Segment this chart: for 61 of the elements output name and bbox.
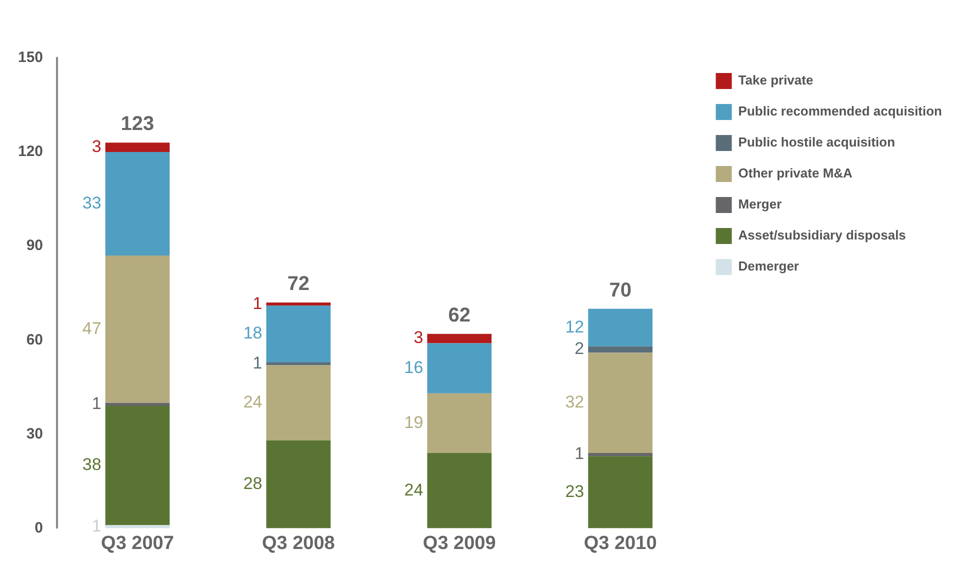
data-label: 1 bbox=[574, 444, 584, 464]
bar bbox=[588, 346, 653, 353]
x-tick-label: Q3 2009 bbox=[422, 532, 496, 554]
legend-label: Public hostile acquisition bbox=[738, 134, 896, 150]
data-label: 24 bbox=[243, 392, 262, 412]
bar bbox=[266, 365, 331, 440]
data-label: 18 bbox=[243, 324, 262, 343]
data-label: 2 bbox=[574, 339, 584, 358]
data-label: 33 bbox=[82, 193, 102, 212]
bar bbox=[266, 362, 331, 366]
bar bbox=[588, 308, 653, 346]
data-label: 19 bbox=[404, 412, 424, 432]
y-tick-label: 30 bbox=[26, 425, 44, 442]
legend-label: Merger bbox=[738, 196, 782, 212]
data-label: 1 bbox=[252, 353, 262, 372]
legend-label: Asset/subsidiary disposals bbox=[738, 228, 906, 243]
x-tick-label: Q3 2007 bbox=[101, 532, 174, 554]
bar bbox=[427, 452, 492, 528]
data-label: 23 bbox=[565, 482, 584, 501]
bar bbox=[105, 402, 170, 406]
bar bbox=[427, 343, 492, 394]
y-tick-label: 0 bbox=[34, 519, 44, 536]
data-label: 32 bbox=[565, 392, 584, 412]
data-label: 12 bbox=[565, 317, 584, 336]
bar bbox=[105, 255, 170, 403]
data-label: 1 bbox=[252, 294, 262, 313]
bar bbox=[588, 352, 653, 453]
y-tick-label: 60 bbox=[26, 331, 44, 348]
bar bbox=[427, 393, 492, 453]
data-label: 1 bbox=[92, 394, 102, 414]
bar bbox=[266, 302, 331, 306]
legend-label: Demerger bbox=[738, 258, 799, 274]
data-label: 3 bbox=[92, 137, 102, 156]
bar bbox=[105, 152, 170, 256]
bar bbox=[588, 456, 653, 528]
total-label: 72 bbox=[287, 273, 310, 296]
bar bbox=[266, 440, 331, 528]
total-label: 123 bbox=[120, 113, 154, 136]
data-label: 24 bbox=[404, 480, 424, 500]
data-label: 1 bbox=[92, 516, 102, 536]
data-label: 38 bbox=[82, 455, 102, 474]
legend-label: Public recommended acquisition bbox=[738, 104, 942, 119]
bar bbox=[105, 142, 170, 152]
legend-label: Other private M&A bbox=[738, 166, 854, 181]
legend-label: Take private bbox=[738, 72, 814, 88]
x-tick-label: Q3 2008 bbox=[262, 532, 335, 554]
data-label: 28 bbox=[243, 474, 262, 493]
data-label: 16 bbox=[404, 358, 424, 378]
data-label: 3 bbox=[414, 328, 424, 348]
total-label: 62 bbox=[448, 304, 471, 326]
bar bbox=[266, 306, 331, 362]
bar bbox=[427, 334, 492, 344]
x-tick-label: Q3 2010 bbox=[584, 532, 657, 554]
y-tick-label: 150 bbox=[18, 49, 44, 66]
bar bbox=[105, 406, 170, 526]
y-tick-label: 90 bbox=[26, 237, 44, 254]
bar bbox=[588, 452, 653, 456]
bar bbox=[105, 525, 170, 528]
data-label: 47 bbox=[82, 318, 102, 338]
total-label: 70 bbox=[609, 279, 632, 302]
y-tick-label: 120 bbox=[18, 143, 44, 160]
